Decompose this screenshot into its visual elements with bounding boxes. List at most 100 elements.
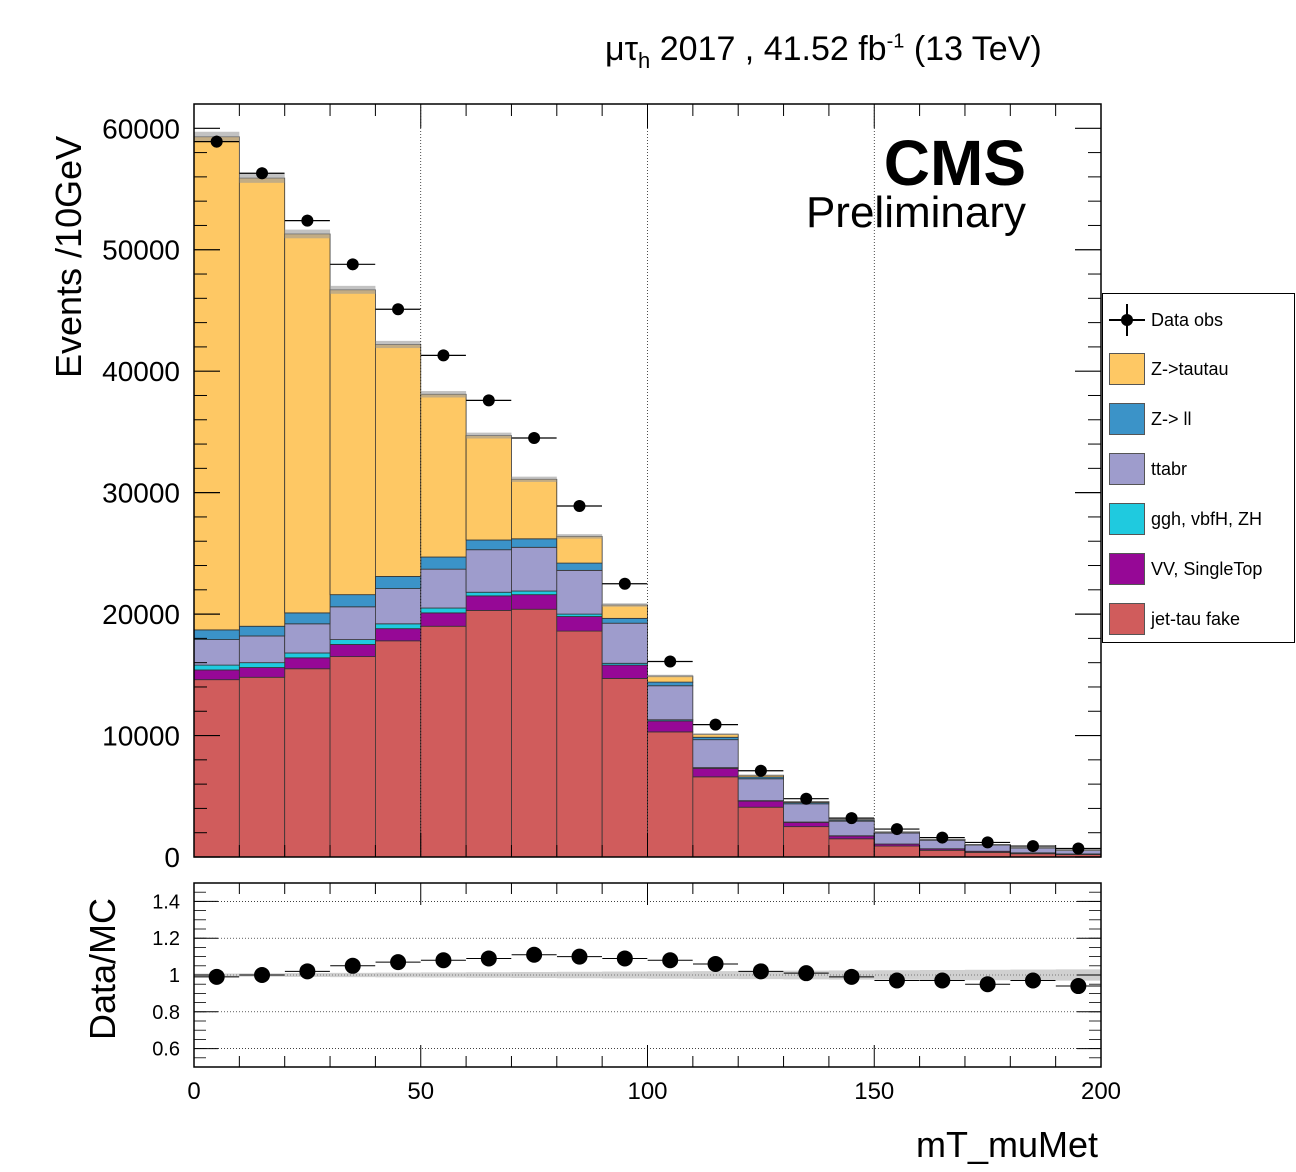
bar-ttabr bbox=[601, 622, 648, 664]
bar-z-ll bbox=[238, 625, 286, 637]
uncertainty-band bbox=[375, 340, 421, 349]
bar-z-tautau bbox=[420, 393, 467, 558]
bar-z-ll bbox=[601, 617, 648, 624]
bar-vv-singletop bbox=[556, 616, 603, 632]
data-point bbox=[1026, 840, 1039, 853]
color-swatch bbox=[1109, 403, 1145, 435]
bar-vv-singletop bbox=[284, 657, 331, 670]
y-tick-label: 30000 bbox=[102, 478, 180, 509]
bar-z-ll bbox=[420, 556, 467, 570]
bar-jet-tau-fake bbox=[465, 610, 512, 858]
color-swatch bbox=[1109, 603, 1145, 635]
bar-ggh-vbfh-zh bbox=[465, 591, 512, 597]
bar-ttabr bbox=[420, 568, 467, 609]
bar-z-ll bbox=[556, 562, 603, 571]
data-point bbox=[210, 135, 223, 148]
y-axis-label-main: Events /10GeV bbox=[48, 135, 89, 378]
uncertainty-band bbox=[420, 391, 467, 398]
y-axis-label-ratio: Data/MC bbox=[82, 897, 123, 1040]
bar-ttabr bbox=[329, 606, 376, 641]
bar-z-ll bbox=[511, 538, 558, 548]
legend: Data obs Z->tautau Z-> ll ttabr ggh, vbf… bbox=[1102, 293, 1295, 643]
bar-vv-singletop bbox=[374, 628, 422, 642]
ratio-point bbox=[707, 955, 724, 972]
uncertainty-band bbox=[692, 733, 739, 736]
bar-jet-tau-fake bbox=[783, 826, 830, 858]
ratio-point bbox=[934, 972, 951, 989]
ratio-point bbox=[843, 968, 860, 985]
data-point bbox=[754, 764, 767, 777]
color-swatch bbox=[1109, 453, 1145, 485]
ratio-point bbox=[344, 957, 361, 974]
bar-jet-tau-fake bbox=[601, 678, 648, 858]
legend-label: ggh, vbfH, ZH bbox=[1151, 508, 1263, 529]
main-stack-bars bbox=[193, 131, 1102, 858]
ratio-data-points bbox=[194, 946, 1101, 995]
ratio-point bbox=[798, 965, 815, 982]
data-point bbox=[301, 214, 314, 227]
ratio-point bbox=[254, 967, 271, 983]
data-point bbox=[890, 823, 903, 836]
bar-ttabr bbox=[556, 569, 603, 615]
bar-z-tautau bbox=[374, 344, 422, 577]
ratio-axes: 0.6 0.8 1 1.2 1.4 0 50 100 150 200 bbox=[152, 883, 1121, 1105]
color-swatch bbox=[1109, 503, 1145, 535]
data-point bbox=[981, 836, 994, 849]
energy-label: (13 TeV) bbox=[904, 30, 1042, 68]
bar-vv-singletop bbox=[783, 821, 830, 828]
uncertainty-band bbox=[466, 432, 512, 439]
data-point bbox=[845, 812, 858, 825]
ratio-band-bin bbox=[420, 972, 467, 978]
ratio-y-tick-label: 1.2 bbox=[152, 928, 180, 950]
ratio-point bbox=[979, 976, 996, 993]
ratio-point bbox=[208, 968, 225, 985]
plot-title: μτh 2017 , 41.52 fb-1 (13 TeV) bbox=[605, 30, 1042, 74]
ratio-point bbox=[299, 963, 316, 980]
data-point bbox=[256, 167, 269, 180]
bar-vv-singletop bbox=[692, 767, 739, 778]
bar-ggh-vbfh-zh bbox=[238, 662, 286, 668]
uncertainty-band bbox=[330, 285, 376, 294]
data-point bbox=[936, 831, 949, 844]
data-point bbox=[392, 303, 405, 316]
bar-vv-singletop bbox=[329, 644, 376, 658]
bar-z-ll bbox=[465, 539, 512, 551]
ratio-point bbox=[390, 954, 407, 971]
x-tick-label: 0 bbox=[187, 1078, 200, 1105]
uncertainty-band bbox=[284, 229, 331, 239]
ratio-point bbox=[480, 950, 497, 967]
x-tick-label: 200 bbox=[1081, 1078, 1121, 1105]
uncertainty-band bbox=[647, 674, 693, 678]
ratio-point bbox=[752, 963, 769, 980]
bar-z-tautau bbox=[329, 289, 376, 596]
bar-ttabr bbox=[284, 623, 331, 654]
bar-jet-tau-fake bbox=[873, 845, 920, 858]
legend-label: Z-> ll bbox=[1151, 408, 1192, 429]
legend-item-fake: jet-tau fake bbox=[1109, 602, 1240, 636]
bar-z-ll bbox=[329, 594, 376, 608]
ratio-band-bin bbox=[964, 969, 1011, 981]
legend-label: ttabr bbox=[1151, 458, 1188, 479]
ratio-point bbox=[1070, 978, 1087, 995]
data-point bbox=[437, 349, 450, 362]
preliminary-label: Preliminary bbox=[805, 188, 1026, 237]
bar-ttabr bbox=[737, 778, 784, 802]
bar-ggh-vbfh-zh bbox=[284, 652, 331, 659]
data-point bbox=[1072, 842, 1085, 855]
data-point bbox=[800, 792, 813, 805]
data-point bbox=[528, 431, 541, 444]
uncertainty-band bbox=[556, 534, 603, 539]
bar-vv-singletop bbox=[828, 835, 875, 840]
bar-z-tautau bbox=[601, 604, 648, 619]
y-tick-label: 0 bbox=[164, 842, 180, 873]
bar-jet-tau-fake bbox=[329, 656, 376, 858]
bar-ttabr bbox=[193, 639, 240, 666]
x-tick-label: 150 bbox=[854, 1078, 894, 1105]
bar-ttabr bbox=[374, 588, 422, 625]
legend-label: jet-tau fake bbox=[1151, 608, 1241, 629]
bar-jet-tau-fake bbox=[737, 806, 784, 858]
ratio-y-tick-label: 1 bbox=[169, 965, 180, 987]
legend-item-ztautau: Z->tautau bbox=[1109, 352, 1229, 386]
ratio-band-bin bbox=[466, 972, 512, 978]
